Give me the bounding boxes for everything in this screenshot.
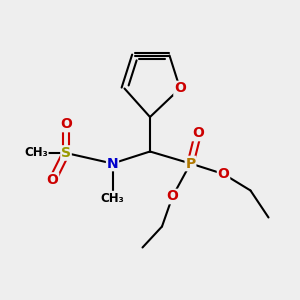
Text: CH₃: CH₃ [100, 191, 124, 205]
Text: P: P [185, 157, 196, 170]
Text: S: S [61, 146, 71, 160]
Text: N: N [107, 157, 118, 170]
Text: O: O [46, 173, 58, 187]
Text: O: O [60, 118, 72, 131]
Text: O: O [218, 167, 230, 181]
Text: CH₃: CH₃ [24, 146, 48, 160]
Text: O: O [174, 82, 186, 95]
Text: O: O [167, 190, 178, 203]
Text: O: O [192, 127, 204, 140]
